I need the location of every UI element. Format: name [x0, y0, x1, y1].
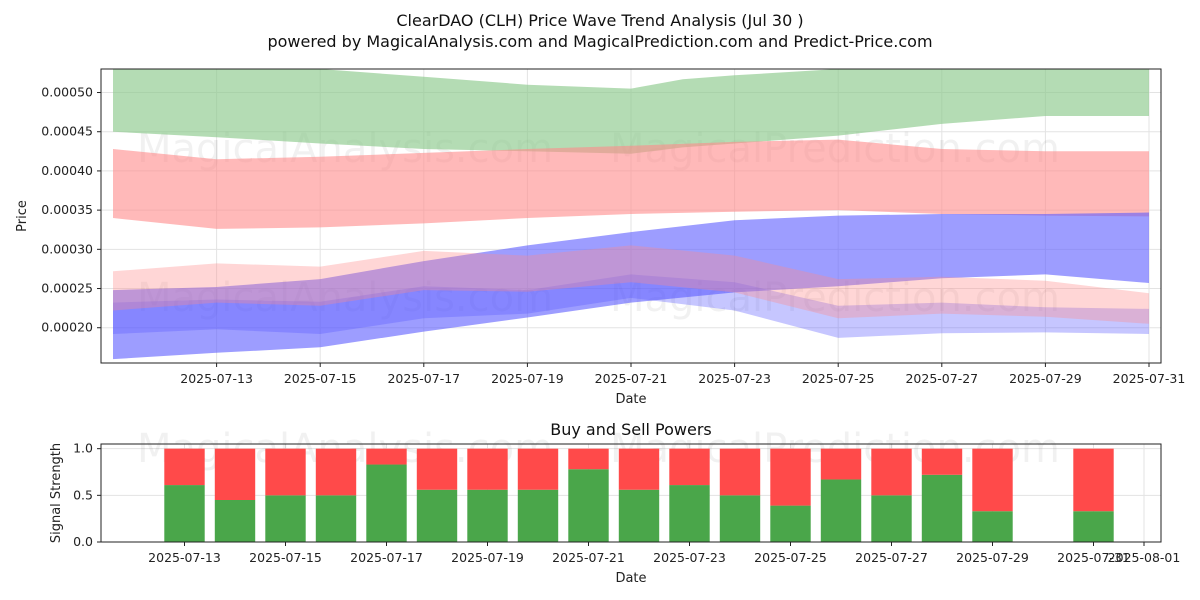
- buy-bar: [416, 489, 458, 542]
- chart-title: ClearDAO (CLH) Price Wave Trend Analysis…: [396, 11, 803, 30]
- price-y-tick-label: 0.00050: [41, 85, 93, 100]
- signal-title: Buy and Sell Powers: [550, 420, 712, 439]
- price-x-tick-label: 2025-07-21: [595, 371, 668, 386]
- signal-y-tick-label: 0.0: [73, 534, 93, 549]
- sell-bar: [719, 448, 761, 496]
- signal-panel: Buy and Sell Powers MagicalAnalysis.com …: [49, 420, 1180, 586]
- price-x-tick-label: 2025-07-19: [491, 371, 564, 386]
- price-band-green-0: [113, 69, 1149, 154]
- sell-bar: [315, 448, 357, 496]
- price-band-blue-3: [113, 274, 1149, 338]
- sell-bar: [164, 448, 205, 486]
- chart-subtitle: powered by MagicalAnalysis.com and Magic…: [267, 32, 932, 51]
- buy-bar: [366, 464, 407, 542]
- price-y-tick-label: 0.00035: [41, 202, 93, 217]
- signal-x-ticks: 2025-07-13 2025-07-15 2025-07-17 2025-07-19…: [148, 542, 1180, 565]
- price-band-blue-2: [113, 212, 1149, 360]
- signal-x-tick-label: 2025-07-19: [451, 550, 524, 565]
- price-x-tick-label: 2025-07-15: [284, 371, 357, 386]
- buy-bar: [719, 495, 761, 542]
- buy-bar: [618, 489, 660, 542]
- price-x-tick-label: 2025-07-31: [1113, 371, 1186, 386]
- signal-x-tick-label: 2025-07-15: [249, 550, 322, 565]
- signal-y-tick-label: 1.0: [73, 441, 93, 456]
- price-x-tick-label: 2025-07-13: [180, 371, 253, 386]
- buy-bar: [164, 485, 205, 542]
- sell-bar: [416, 448, 458, 490]
- buy-bar: [921, 474, 963, 542]
- buy-bar: [265, 495, 306, 542]
- price-x-tick-label: 2025-07-17: [387, 371, 460, 386]
- signal-x-tick-label: 2025-07-31: [1057, 550, 1130, 565]
- buy-bar: [972, 511, 1013, 542]
- signal-y-axis-label: Signal Strength: [49, 443, 64, 543]
- price-x-ticks: 2025-07-13 2025-07-15 2025-07-17 2025-07-19…: [180, 363, 1185, 386]
- price-x-tick-label: 2025-07-29: [1009, 371, 1082, 386]
- buy-bar: [770, 505, 811, 542]
- sell-bar: [568, 448, 609, 470]
- price-band-red-4: [113, 245, 1149, 324]
- price-panel: MagicalAnalysis.com MagicalPrediction.co…: [15, 68, 1185, 407]
- buy-bar: [669, 485, 710, 542]
- sell-bar: [871, 448, 912, 496]
- price-band-red-1: [113, 139, 1149, 229]
- sell-bar: [669, 448, 710, 486]
- buy-bar: [568, 469, 609, 542]
- price-x-tick-label: 2025-07-25: [802, 371, 875, 386]
- sell-bar: [265, 448, 306, 496]
- signal-x-tick-label: 2025-07-27: [855, 550, 928, 565]
- signal-x-tick-label: 2025-07-13: [148, 550, 221, 565]
- price-y-axis-label: Price: [15, 200, 30, 232]
- signal-bars: [164, 448, 1114, 542]
- buy-bar: [315, 495, 357, 542]
- buy-bar: [871, 495, 912, 542]
- price-y-tick-label: 0.00045: [41, 124, 93, 139]
- price-y-tick-label: 0.00025: [41, 281, 93, 296]
- price-y-tick-label: 0.00040: [41, 163, 93, 178]
- sell-bar: [1073, 448, 1114, 512]
- sell-bar: [366, 448, 407, 465]
- price-x-axis-label: Date: [615, 392, 646, 407]
- signal-x-tick-label: 2025-07-29: [956, 550, 1029, 565]
- sell-bar: [820, 448, 862, 480]
- sell-bar: [618, 448, 660, 490]
- signal-y-tick-label: 0.5: [73, 487, 93, 502]
- sell-bar: [467, 448, 508, 490]
- buy-bar: [214, 500, 256, 542]
- sell-bar: [770, 448, 811, 506]
- sell-bar: [972, 448, 1013, 512]
- buy-bar: [517, 489, 559, 542]
- price-x-tick-label: 2025-07-27: [905, 371, 978, 386]
- signal-x-tick-label: 2025-07-21: [552, 550, 625, 565]
- signal-plot-frame: [100, 443, 1162, 543]
- signal-x-tick-label: 2025-08-01: [1108, 550, 1181, 565]
- price-bands: [113, 69, 1149, 360]
- signal-x-tick-label: 2025-07-17: [350, 550, 423, 565]
- price-x-tick-label: 2025-07-23: [698, 371, 771, 386]
- signal-x-tick-label: 2025-07-23: [653, 550, 726, 565]
- sell-bar: [921, 448, 963, 475]
- price-y-ticks: 0.00020 0.00025 0.00030 0.00035 0.00040 0.000…: [41, 85, 101, 335]
- signal-y-ticks: 0.0 0.5 1.0: [73, 441, 101, 549]
- signal-x-axis-label: Date: [615, 571, 646, 586]
- buy-bar: [467, 489, 508, 542]
- price-y-tick-label: 0.00020: [41, 320, 93, 335]
- price-y-tick-label: 0.00030: [41, 241, 93, 256]
- signal-x-tick-label: 2025-07-25: [754, 550, 827, 565]
- sell-bar: [214, 448, 256, 500]
- buy-bar: [1073, 511, 1114, 542]
- sell-bar: [517, 448, 559, 490]
- buy-bar: [820, 479, 862, 542]
